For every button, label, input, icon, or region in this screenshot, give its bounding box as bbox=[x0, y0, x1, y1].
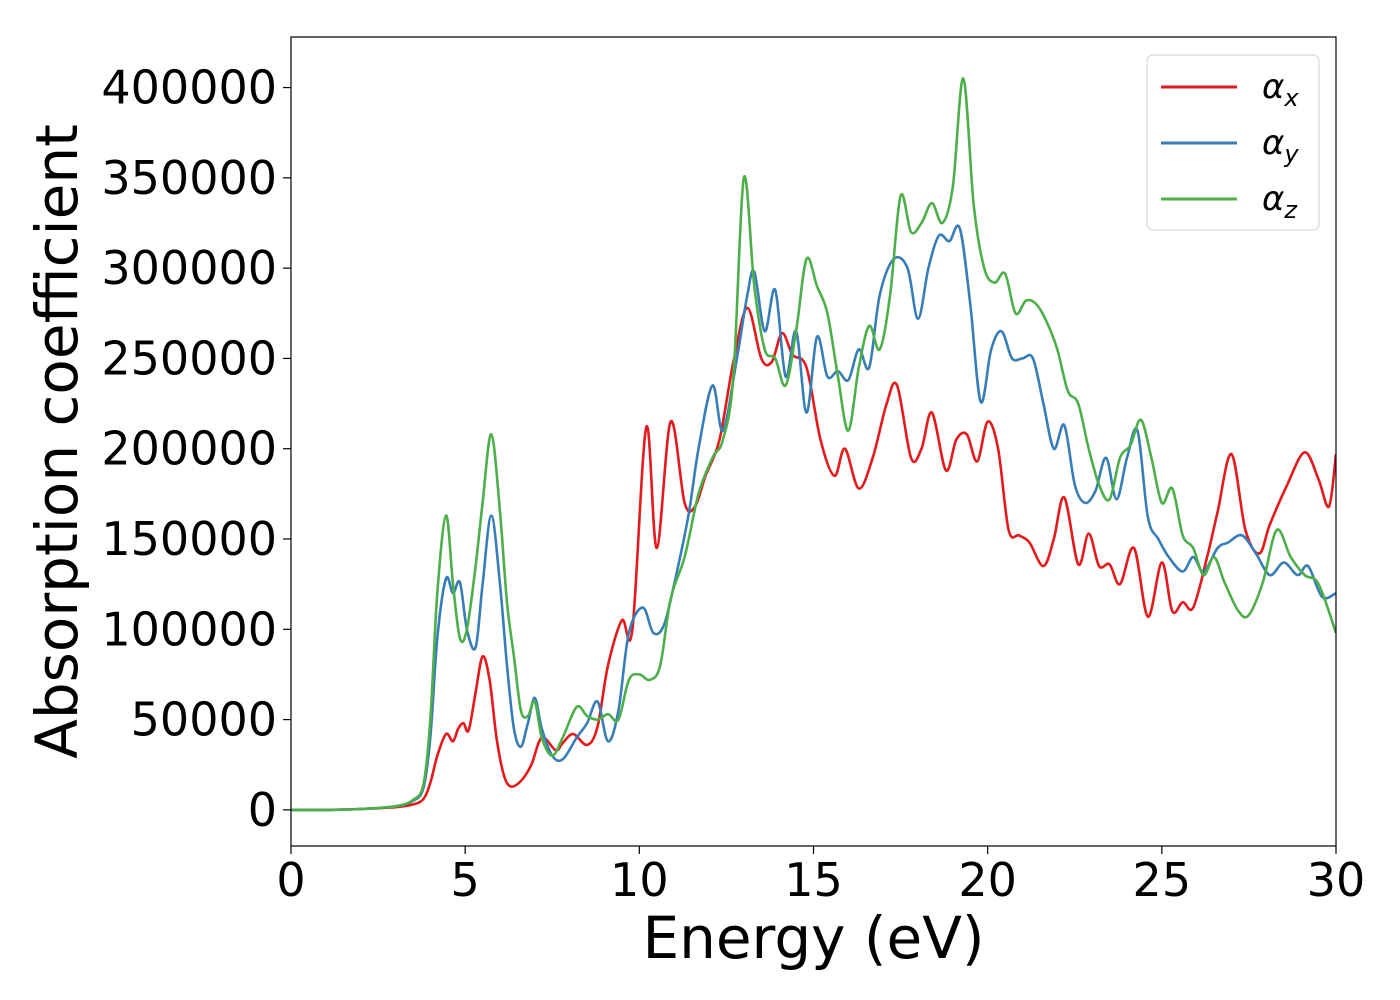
x-tick-label: 0 bbox=[276, 853, 305, 907]
y-tick-label: 0 bbox=[248, 783, 277, 837]
legend: αx αy αz bbox=[1146, 54, 1320, 231]
x-tick-label: 10 bbox=[610, 853, 669, 907]
series-line-x bbox=[291, 306, 1336, 812]
x-tick-label: 25 bbox=[1133, 853, 1192, 907]
y-axis-ticks: 0 50000 100000 150000 200000 250000 300000 3500… bbox=[101, 61, 291, 837]
plot-lines bbox=[291, 77, 1336, 812]
y-tick-label: 400000 bbox=[101, 61, 277, 115]
x-tick-label: 30 bbox=[1307, 853, 1366, 907]
x-axis-ticks: 0 5 10 15 20 25 30 bbox=[276, 846, 1365, 907]
legend-label-x: αx bbox=[1262, 67, 1299, 112]
y-axis-label: Absorption coefficient bbox=[23, 124, 91, 759]
y-tick-label: 50000 bbox=[131, 693, 277, 747]
x-axis-label: Energy (eV) bbox=[642, 904, 984, 972]
y-tick-label: 300000 bbox=[101, 241, 277, 295]
series-line-z bbox=[291, 77, 1336, 812]
x-tick-label: 15 bbox=[784, 853, 843, 907]
y-tick-label: 350000 bbox=[101, 151, 277, 205]
y-tick-label: 100000 bbox=[101, 602, 277, 656]
series-line-y bbox=[291, 224, 1336, 812]
y-tick-label: 250000 bbox=[101, 331, 277, 385]
x-tick-label: 20 bbox=[958, 853, 1017, 907]
y-tick-label: 150000 bbox=[101, 512, 277, 566]
x-tick-label: 5 bbox=[451, 853, 480, 907]
legend-label-z: αz bbox=[1262, 179, 1298, 224]
legend-label-y: αy bbox=[1262, 123, 1299, 168]
y-tick-label: 200000 bbox=[101, 422, 277, 476]
